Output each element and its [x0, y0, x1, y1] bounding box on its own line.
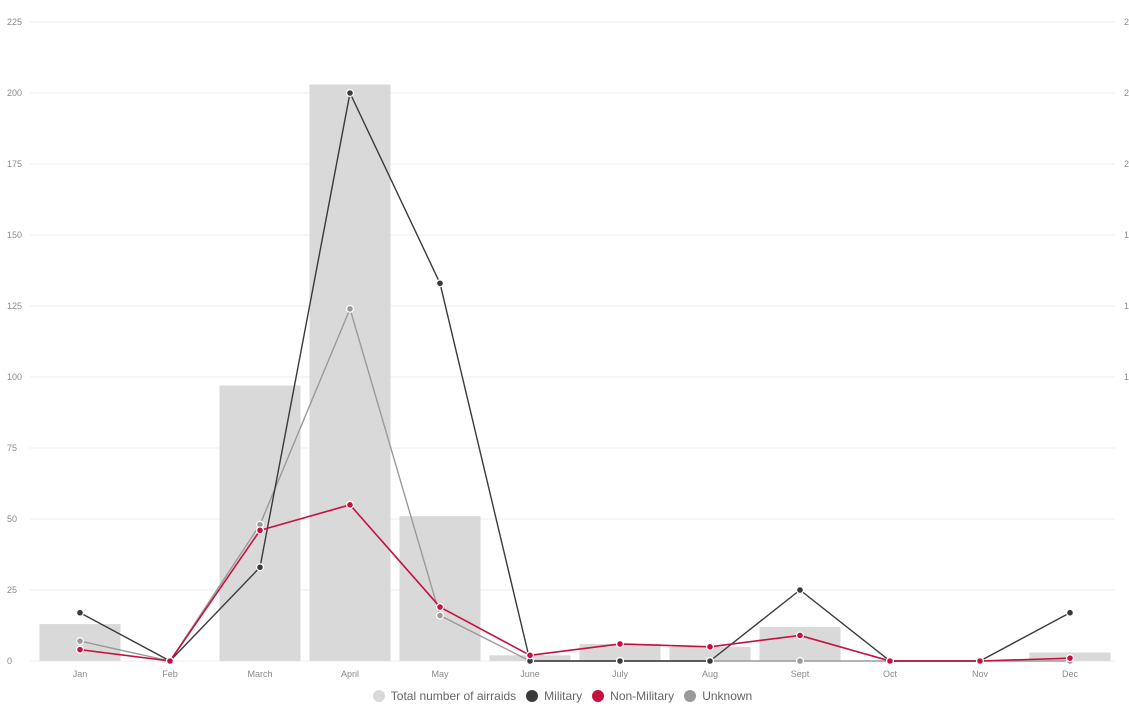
legend-swatch — [526, 690, 539, 702]
legend: Total number of airraids Military Non-Mili… — [0, 686, 1129, 706]
x-tick-label: Oct — [883, 669, 898, 679]
point-military-aug[interactable] — [705, 656, 714, 665]
point-military-april[interactable] — [346, 88, 355, 97]
y-axis: 0 25 50 75 100 125 150 175 200 225 — [7, 17, 22, 666]
y-tick-label: 125 — [7, 301, 22, 311]
x-tick-label: July — [612, 669, 629, 679]
x-tick-label: May — [431, 669, 449, 679]
point-military-sept[interactable] — [795, 585, 804, 594]
bar-july — [579, 643, 661, 661]
point-non-military-jan[interactable] — [75, 645, 84, 654]
x-tick-label: Dec — [1062, 669, 1079, 679]
point-non-military-may[interactable] — [436, 603, 445, 612]
y-tick-label: 200 — [7, 88, 22, 98]
point-non-military-march[interactable] — [256, 526, 265, 535]
legend-label: Unknown — [702, 689, 753, 703]
bar-aug — [669, 646, 751, 661]
y-tick-label: 100 — [7, 372, 22, 382]
legend-item-total-number-of-airraids[interactable]: Total number of airraids — [372, 689, 517, 703]
grid — [30, 21, 1115, 662]
y-tick-label: 50 — [7, 514, 17, 524]
point-non-military-oct[interactable] — [885, 656, 894, 665]
legend-label: Total number of airraids — [390, 689, 517, 703]
y-tick-label: 0 — [7, 656, 12, 666]
point-non-military-aug[interactable] — [705, 642, 714, 651]
x-tick-label: Jan — [73, 669, 88, 679]
legend-item-unknown[interactable]: Unknown — [684, 689, 752, 703]
bar-may — [399, 516, 481, 661]
right-axis: 2 2 2 1 1 1 — [1124, 17, 1129, 382]
x-tick-label: June — [520, 669, 540, 679]
point-non-military-nov[interactable] — [975, 656, 984, 665]
x-tick-label: Sept — [791, 669, 810, 679]
legend-swatch — [684, 690, 697, 702]
point-military-july[interactable] — [615, 656, 624, 665]
point-unknown-may[interactable] — [436, 611, 445, 620]
point-military-jan[interactable] — [75, 608, 84, 617]
point-military-may[interactable] — [436, 279, 445, 288]
bars — [39, 84, 1111, 662]
right-tick-label: 1 — [1124, 230, 1129, 240]
line-non-military — [79, 503, 1071, 662]
legend-swatch — [372, 690, 385, 702]
y-tick-label: 225 — [7, 17, 22, 27]
legend-swatch — [592, 690, 605, 702]
y-tick-label: 175 — [7, 159, 22, 169]
x-tick-label: March — [247, 669, 272, 679]
legend-label: Non-Military — [610, 689, 675, 703]
point-non-military-april[interactable] — [346, 500, 355, 509]
point-non-military-sept[interactable] — [795, 631, 804, 640]
legend-item-military[interactable]: Military — [526, 689, 582, 703]
point-non-military-june[interactable] — [525, 651, 534, 660]
point-unknown-sept[interactable] — [795, 656, 804, 665]
point-non-military-july[interactable] — [615, 639, 624, 648]
y-tick-label: 150 — [7, 230, 22, 240]
right-tick-label: 2 — [1124, 159, 1129, 169]
x-axis: Jan Feb March April May June July Aug Sept Oct Nov… — [73, 669, 1079, 679]
right-tick-label: 2 — [1124, 17, 1129, 27]
point-military-march[interactable] — [256, 563, 265, 572]
x-tick-label: Aug — [702, 669, 718, 679]
x-tick-label: Feb — [162, 669, 178, 679]
right-tick-label: 1 — [1124, 301, 1129, 311]
y-tick-label: 25 — [7, 585, 17, 595]
legend-item-non-military[interactable]: Non-Military — [592, 689, 674, 703]
x-tick-label: Nov — [972, 669, 989, 679]
right-tick-label: 2 — [1124, 88, 1129, 98]
point-unknown-jan[interactable] — [75, 637, 84, 646]
point-non-military-feb[interactable] — [166, 656, 175, 665]
lines — [75, 88, 1074, 665]
point-unknown-april[interactable] — [346, 304, 355, 313]
x-tick-label: April — [341, 669, 359, 679]
right-tick-label: 1 — [1124, 372, 1129, 382]
legend-label: Military — [544, 689, 583, 703]
point-non-military-dec[interactable] — [1065, 654, 1074, 663]
y-tick-label: 75 — [7, 443, 17, 453]
bar-april — [309, 84, 391, 662]
point-military-dec[interactable] — [1065, 608, 1074, 617]
